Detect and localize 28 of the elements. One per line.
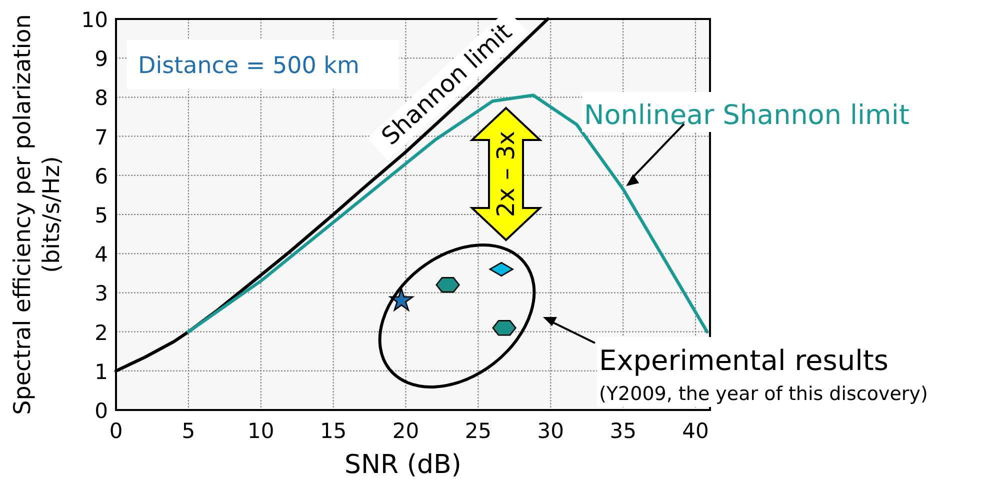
x-tick-label: 10 (248, 419, 274, 443)
x-axis-title: SNR (dB) (344, 450, 462, 480)
y-tick-label: 2 (94, 320, 108, 345)
annotation: 2x – 3x (492, 130, 520, 218)
x-tick-label: 20 (392, 419, 420, 443)
annotation: Experimental results (599, 344, 888, 377)
x-tick-label: 25 (464, 419, 492, 443)
x-tick-label: 0 (109, 419, 123, 443)
annotation: (Y2009, the year of this discovery) (599, 383, 928, 405)
y-tick-label: 1 (94, 360, 108, 384)
x-tick-label: 40 (682, 419, 709, 443)
y-tick-label: 8 (94, 86, 108, 110)
y-tick-label: 4 (94, 242, 108, 267)
y-tick-label: 9 (94, 47, 108, 72)
x-tick-label: 30 (537, 419, 564, 443)
point (389, 288, 414, 311)
x-tick-label: 15 (320, 419, 347, 443)
y-tick-label: 10 (81, 8, 108, 32)
y-tick-label: 6 (94, 164, 108, 188)
series-label: Nonlinear Shannon limit (584, 100, 910, 131)
y-axis-title: Spectral efficiency per polarization (bits/s/Hz) (10, 14, 65, 415)
y-tick-label: 3 (94, 282, 108, 306)
annotation: Distance = 500 km (138, 53, 360, 79)
x-tick-label: 5 (182, 419, 196, 443)
y-tick-label: 5 (94, 204, 108, 228)
y-tick-label: 7 (94, 125, 108, 150)
y-tick-label: 0 (94, 399, 108, 423)
x-tick-label: 35 (610, 419, 636, 443)
